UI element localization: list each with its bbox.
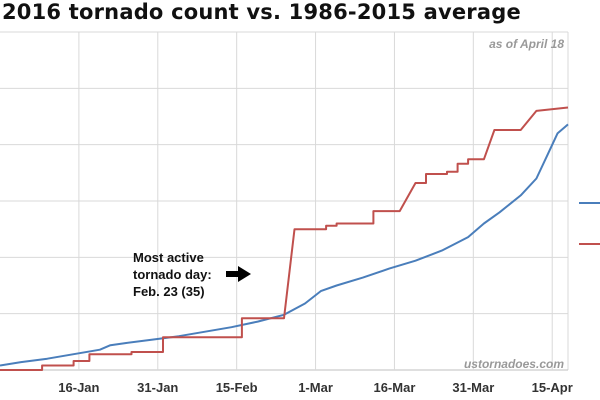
x-tick-label: 15-Feb <box>216 380 258 395</box>
as-of-note: as of April 18 <box>489 37 564 51</box>
watermark: ustornadoes.com <box>464 357 564 371</box>
series-lines <box>0 106 569 371</box>
annotation: Most active tornado day: Feb. 23 (35) <box>133 250 251 299</box>
x-axis-ticks: 16-Jan 31-Jan 15-Feb 1-Mar 16-Mar 31-Mar 15-Ap… <box>58 380 573 395</box>
x-tick-label: 16-Jan <box>58 380 99 395</box>
x-tick-label: 16-Mar <box>373 380 415 395</box>
series-line-1 <box>0 106 569 371</box>
series-line-0 <box>0 123 569 367</box>
annotation-line-2: tornado day: <box>133 267 212 282</box>
x-tick-label: 31-Mar <box>452 380 494 395</box>
x-tick-label: 1-Mar <box>298 380 333 395</box>
x-tick-label: 31-Jan <box>137 380 178 395</box>
annotation-line-1: Most active <box>133 250 204 265</box>
x-tick-label: 15-Apr <box>532 380 573 395</box>
legend <box>579 202 600 245</box>
chart-title: 2016 tornado count vs. 1986-2015 average <box>2 0 521 24</box>
arrow-right-icon <box>226 266 251 282</box>
annotation-line-3: Feb. 23 (35) <box>133 284 205 299</box>
grid <box>0 31 569 371</box>
